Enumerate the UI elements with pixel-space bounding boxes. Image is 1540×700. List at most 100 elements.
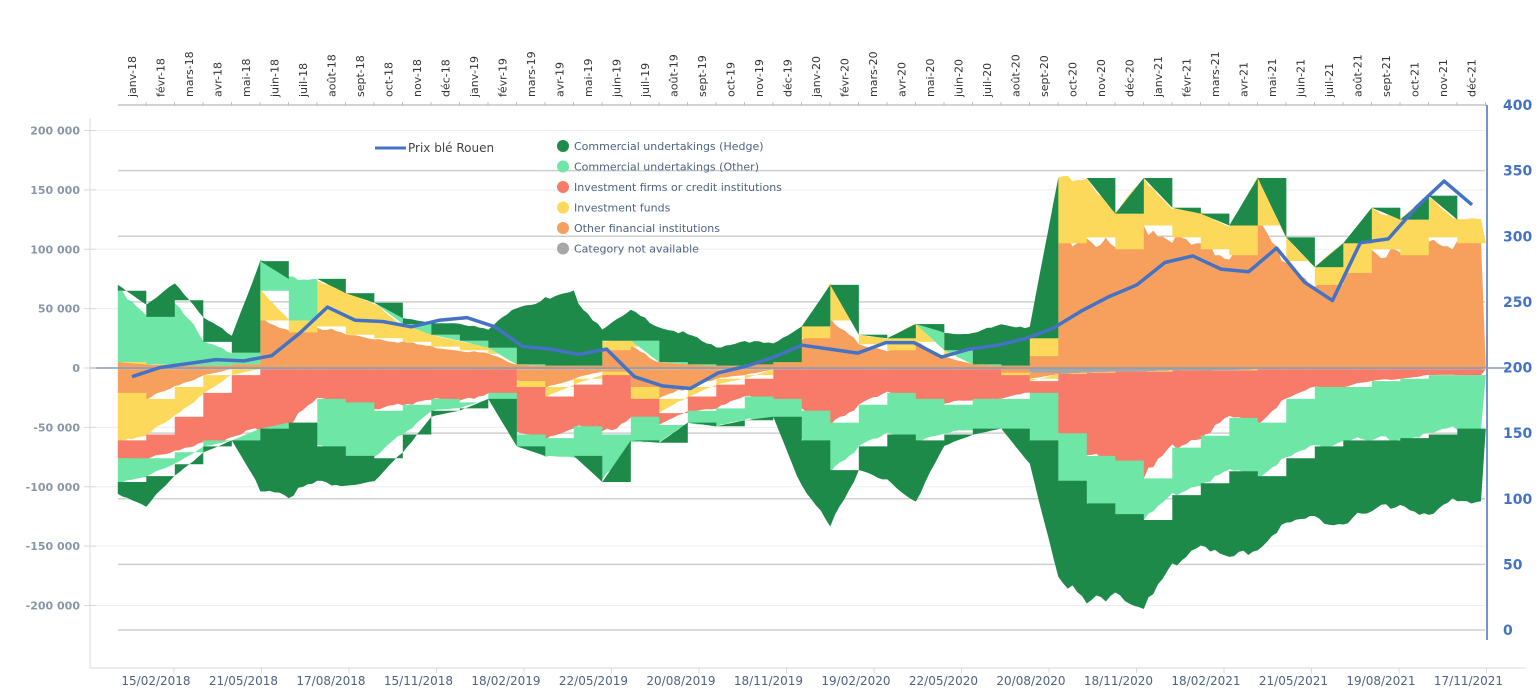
top-month-label: oct-21	[1409, 62, 1422, 97]
area-long-commercial-undertakings-hedge	[117, 178, 1486, 366]
top-month-label: janv-19	[468, 56, 481, 98]
top-month-label: avr-19	[554, 62, 567, 97]
top-month-label: mars-20	[867, 51, 880, 97]
top-month-label: août-20	[1010, 54, 1023, 97]
top-month-label: avr-18	[212, 62, 225, 97]
legend-swatch-investment-firms-or-credit-institutions	[557, 181, 569, 193]
top-month-label: mai-19	[582, 59, 595, 97]
legend-swatch-investment-funds	[557, 201, 569, 214]
bottom-date-label: 20/08/2019	[646, 674, 715, 688]
area-long-other-financial-institutions	[117, 219, 1486, 368]
bottom-date-label: 17/08/2018	[296, 674, 365, 688]
top-month-label: janv-20	[810, 56, 823, 98]
top-month-label: déc-20	[1124, 59, 1137, 97]
top-month-label: nov-20	[1095, 59, 1108, 97]
bottom-date-label: 17/11/2021	[1434, 674, 1503, 688]
top-month-label: avr-20	[896, 62, 909, 97]
top-month-label: nov-19	[753, 59, 766, 97]
top-month-label: mars-19	[525, 51, 538, 97]
area-long-investment-funds	[117, 175, 1486, 366]
bottom-date-label: 18/11/2020	[1084, 674, 1153, 688]
left-y-axis: 200 000 150 000 100 000 50 000 0 -50 000 -100 …	[26, 125, 96, 613]
bottom-date-label: 19/02/2020	[821, 674, 890, 688]
top-month-label: juil-20	[981, 63, 994, 98]
legend-swatch-category-not-available	[557, 242, 569, 255]
left-tick-label: -150 000	[26, 540, 81, 553]
price-line-layer	[131, 179, 1474, 391]
top-month-label: nov-21	[1437, 59, 1450, 97]
bottom-date-label: 18/02/2019	[471, 674, 540, 688]
right-tick-label: 200	[1503, 361, 1532, 377]
top-month-label: févr-18	[155, 58, 168, 97]
right-tick-label: 150	[1503, 426, 1532, 442]
top-month-label: nov-18	[411, 59, 424, 97]
top-month-label: janv-21	[1152, 56, 1165, 98]
top-month-label: févr-21	[1181, 58, 1194, 97]
top-month-label: juil-19	[639, 63, 652, 98]
top-month-label: oct-19	[725, 62, 738, 97]
top-month-label: déc-21	[1466, 59, 1479, 97]
top-month-label: juin-20	[953, 59, 966, 98]
top-month-label: sept-20	[1038, 55, 1051, 97]
bottom-date-label: 15/02/2018	[121, 674, 190, 688]
right-tick-label: 50	[1503, 557, 1523, 573]
top-month-label: mai-18	[240, 59, 253, 97]
top-month-label: déc-18	[440, 59, 453, 97]
right-tick-label: 400	[1503, 98, 1532, 114]
legend-swatch-commercial-undertakings-other	[557, 160, 569, 173]
bottom-date-label: 21/05/2018	[209, 674, 278, 688]
top-month-label: déc-19	[782, 59, 795, 97]
bottom-date-label: 18/02/2021	[1171, 674, 1240, 688]
legend-label-commercial-undertakings-hedge: Commercial undertakings (Hedge)	[574, 140, 764, 153]
right-tick-label: 350	[1503, 164, 1532, 180]
top-month-label: sept-18	[354, 55, 367, 97]
top-month-label: juil-18	[297, 63, 310, 98]
bottom-date-label: 15/11/2018	[384, 674, 453, 688]
top-month-label: janv-18	[126, 56, 139, 98]
bottom-date-label: 22/05/2019	[559, 674, 628, 688]
top-month-label: août-19	[668, 54, 681, 97]
axes	[89, 104, 1525, 669]
legend-label-category-not-available: Category not available	[574, 243, 699, 256]
left-tick-label: 0	[72, 362, 80, 375]
right-y-axis: 400 350 300 250 200 150 100 50 0	[1503, 98, 1532, 639]
top-month-label: oct-18	[383, 62, 396, 97]
legend-label-investment-firms-or-credit-institutions: Investment firms or credit institutions	[574, 181, 782, 194]
left-tick-label: -50 000	[33, 421, 80, 434]
stacked-areas	[117, 175, 1486, 609]
top-month-label: févr-20	[839, 58, 852, 97]
left-tick-label: -100 000	[26, 481, 81, 494]
right-tick-label: 300	[1503, 229, 1532, 245]
right-tick-label: 250	[1503, 295, 1532, 311]
legend: Prix blé Rouen Commercial undertakings (…	[375, 140, 782, 256]
top-month-label: mars-21	[1209, 51, 1222, 97]
top-month-label: juin-19	[611, 59, 624, 98]
right-tick-label: 0	[1503, 623, 1513, 639]
bottom-date-label: 22/05/2020	[909, 674, 978, 688]
top-month-label: avr-21	[1238, 62, 1251, 97]
top-month-label: mai-21	[1266, 59, 1279, 97]
top-month-label: sept-21	[1380, 55, 1393, 97]
top-month-label: mars-18	[183, 51, 196, 97]
top-month-label: juin-21	[1295, 59, 1308, 98]
legend-line-label: Prix blé Rouen	[408, 141, 494, 155]
top-month-label: juin-18	[269, 59, 282, 98]
top-month-label: oct-20	[1067, 62, 1080, 97]
left-tick-label: 200 000	[30, 125, 80, 138]
area-short-commercial-undertakings-hedge	[117, 398, 1486, 609]
left-tick-label: 150 000	[30, 184, 80, 197]
top-month-label: août-21	[1352, 54, 1365, 97]
top-month-label: sept-19	[696, 55, 709, 97]
legend-swatch-other-financial-institutions	[557, 222, 569, 234]
right-tick-label: 100	[1503, 492, 1532, 508]
price-line-prix-ble-rouen	[131, 179, 1474, 391]
top-month-axis: janv-18 févr-18 mars-18 avr-18 mai-18 juin-18…	[126, 51, 1486, 106]
area-short-investment-firms-or-credit-institutions	[117, 369, 1486, 479]
bottom-date-axis: 15/02/2018 21/05/2018 17/08/2018 15/11/2018…	[121, 668, 1503, 688]
legend-label-commercial-undertakings-other: Commercial undertakings (Other)	[574, 161, 759, 174]
left-tick-label: -200 000	[26, 600, 81, 613]
top-month-label: févr-19	[497, 58, 510, 97]
legend-label-other-financial-institutions: Other financial institutions	[574, 222, 720, 235]
top-month-label: août-18	[326, 54, 339, 97]
